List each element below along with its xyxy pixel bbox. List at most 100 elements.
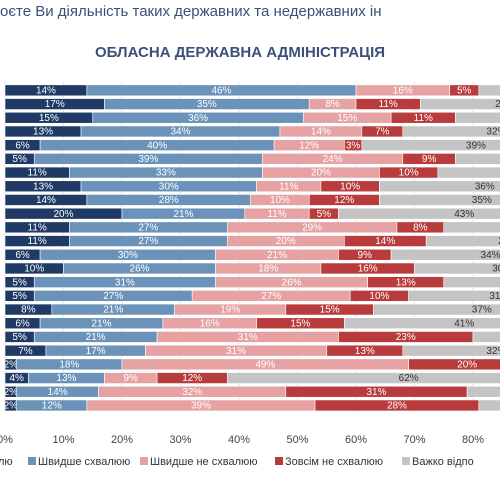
data-label: 27%	[138, 222, 158, 233]
data-label: 18%	[258, 264, 278, 275]
data-label: 5%	[12, 277, 27, 288]
data-label: 5%	[12, 332, 27, 343]
data-label: 43%	[454, 209, 474, 220]
data-label: 8%	[21, 305, 36, 316]
data-label: 15%	[39, 113, 59, 124]
data-label: 3%	[346, 140, 361, 151]
data-label: 26%	[282, 277, 302, 288]
bar-segment	[408, 290, 500, 302]
data-label: 18%	[59, 359, 79, 370]
data-label: 21%	[103, 305, 123, 316]
data-label: 11%	[379, 99, 398, 110]
bar-segment	[472, 331, 500, 343]
legend-label: Швидше схвалюю	[38, 456, 130, 468]
bar-segment	[338, 207, 500, 220]
data-label: 30%	[159, 181, 179, 192]
x-tick-label: 30%	[169, 434, 191, 446]
data-label: 11%	[267, 209, 286, 220]
bar-segment	[478, 399, 500, 412]
data-label: 9%	[358, 250, 373, 261]
data-label: 29%	[302, 222, 322, 233]
legend-label: Зовсім не схвалюю	[285, 456, 383, 468]
data-label: 2%	[4, 387, 19, 398]
data-label: 23%	[396, 332, 416, 343]
data-label: 36%	[475, 181, 495, 192]
data-label: 20%	[53, 209, 73, 220]
x-tick-label: 70%	[403, 434, 425, 446]
bar-segment	[343, 317, 500, 330]
data-label: 35%	[472, 195, 492, 206]
data-label: 34%	[481, 250, 500, 261]
data-label: 15%	[320, 305, 340, 316]
bar-segment	[408, 358, 500, 371]
legend-swatch	[275, 457, 283, 465]
data-label: 27%	[261, 291, 281, 302]
data-label: 16%	[393, 85, 413, 96]
data-label: 37%	[472, 305, 492, 316]
bar-segment	[466, 385, 500, 398]
data-label: 49%	[255, 359, 275, 370]
data-label: 14%	[311, 127, 331, 138]
bar-segment	[227, 372, 500, 384]
bar-segment	[455, 153, 500, 165]
data-label: 14%	[48, 387, 68, 398]
data-label: 30%	[492, 264, 500, 275]
data-label: 10%	[369, 291, 389, 302]
data-label: 21%	[86, 332, 106, 343]
data-label: 27%	[138, 236, 158, 247]
data-label: 8%	[325, 99, 340, 110]
data-label: 16%	[200, 318, 220, 329]
data-label: 13%	[355, 346, 375, 357]
data-label: 14%	[375, 236, 395, 247]
data-label: 6%	[15, 140, 30, 151]
data-label: 36%	[188, 113, 208, 124]
bar-segment	[478, 84, 500, 97]
data-label: 40%	[147, 140, 167, 151]
data-label: 16%	[358, 264, 378, 275]
data-label: 28%	[159, 195, 179, 206]
data-label: 29%	[495, 99, 500, 110]
data-label: 4%	[9, 373, 24, 384]
data-label: 10%	[270, 195, 290, 206]
chart-title: оєте Ви діяльність таких державних та не…	[0, 3, 382, 20]
data-label: 31%	[489, 291, 500, 302]
bar-segment	[373, 303, 500, 316]
data-label: 30%	[118, 250, 138, 261]
bar-segment	[443, 221, 500, 234]
x-tick-label: 40%	[228, 434, 250, 446]
data-label: 31%	[366, 387, 386, 398]
data-label: 17%	[86, 346, 106, 357]
legend-swatch	[140, 457, 148, 465]
data-label: 5%	[12, 291, 27, 302]
data-label: 19%	[220, 305, 240, 316]
data-label: 41%	[454, 318, 474, 329]
data-label: 6%	[15, 318, 30, 329]
data-label: 11%	[279, 181, 298, 192]
x-tick-label: 0%	[0, 434, 13, 446]
data-label: 20%	[276, 236, 296, 247]
x-tick-label: 50%	[286, 434, 308, 446]
x-tick-label: 20%	[111, 434, 133, 446]
bar-segment	[402, 344, 500, 357]
x-tick-label: 80%	[462, 434, 484, 446]
bar-segment	[443, 276, 500, 288]
bar-segment	[379, 194, 500, 206]
data-label: 12%	[299, 140, 319, 151]
x-tick-label: 60%	[345, 434, 367, 446]
legend-label: Швидше не схвалюю	[150, 456, 258, 468]
data-label: 39%	[138, 154, 158, 165]
legend-swatch	[28, 457, 36, 465]
chart-subtitle: ОБЛАСНА ДЕРЖАВНА АДМІНІСТРАЦІЯ	[95, 44, 385, 61]
data-label: 46%	[211, 85, 231, 96]
data-label: 15%	[290, 318, 310, 329]
data-label: 5%	[457, 85, 472, 96]
data-label: 20%	[311, 168, 331, 179]
data-label: 11%	[28, 168, 47, 179]
data-label: 9%	[422, 154, 437, 165]
data-label: 21%	[267, 250, 287, 261]
data-label: 31%	[226, 346, 246, 357]
data-label: 39%	[191, 401, 211, 412]
data-label: 7%	[375, 127, 390, 138]
data-label: 7%	[18, 346, 33, 357]
